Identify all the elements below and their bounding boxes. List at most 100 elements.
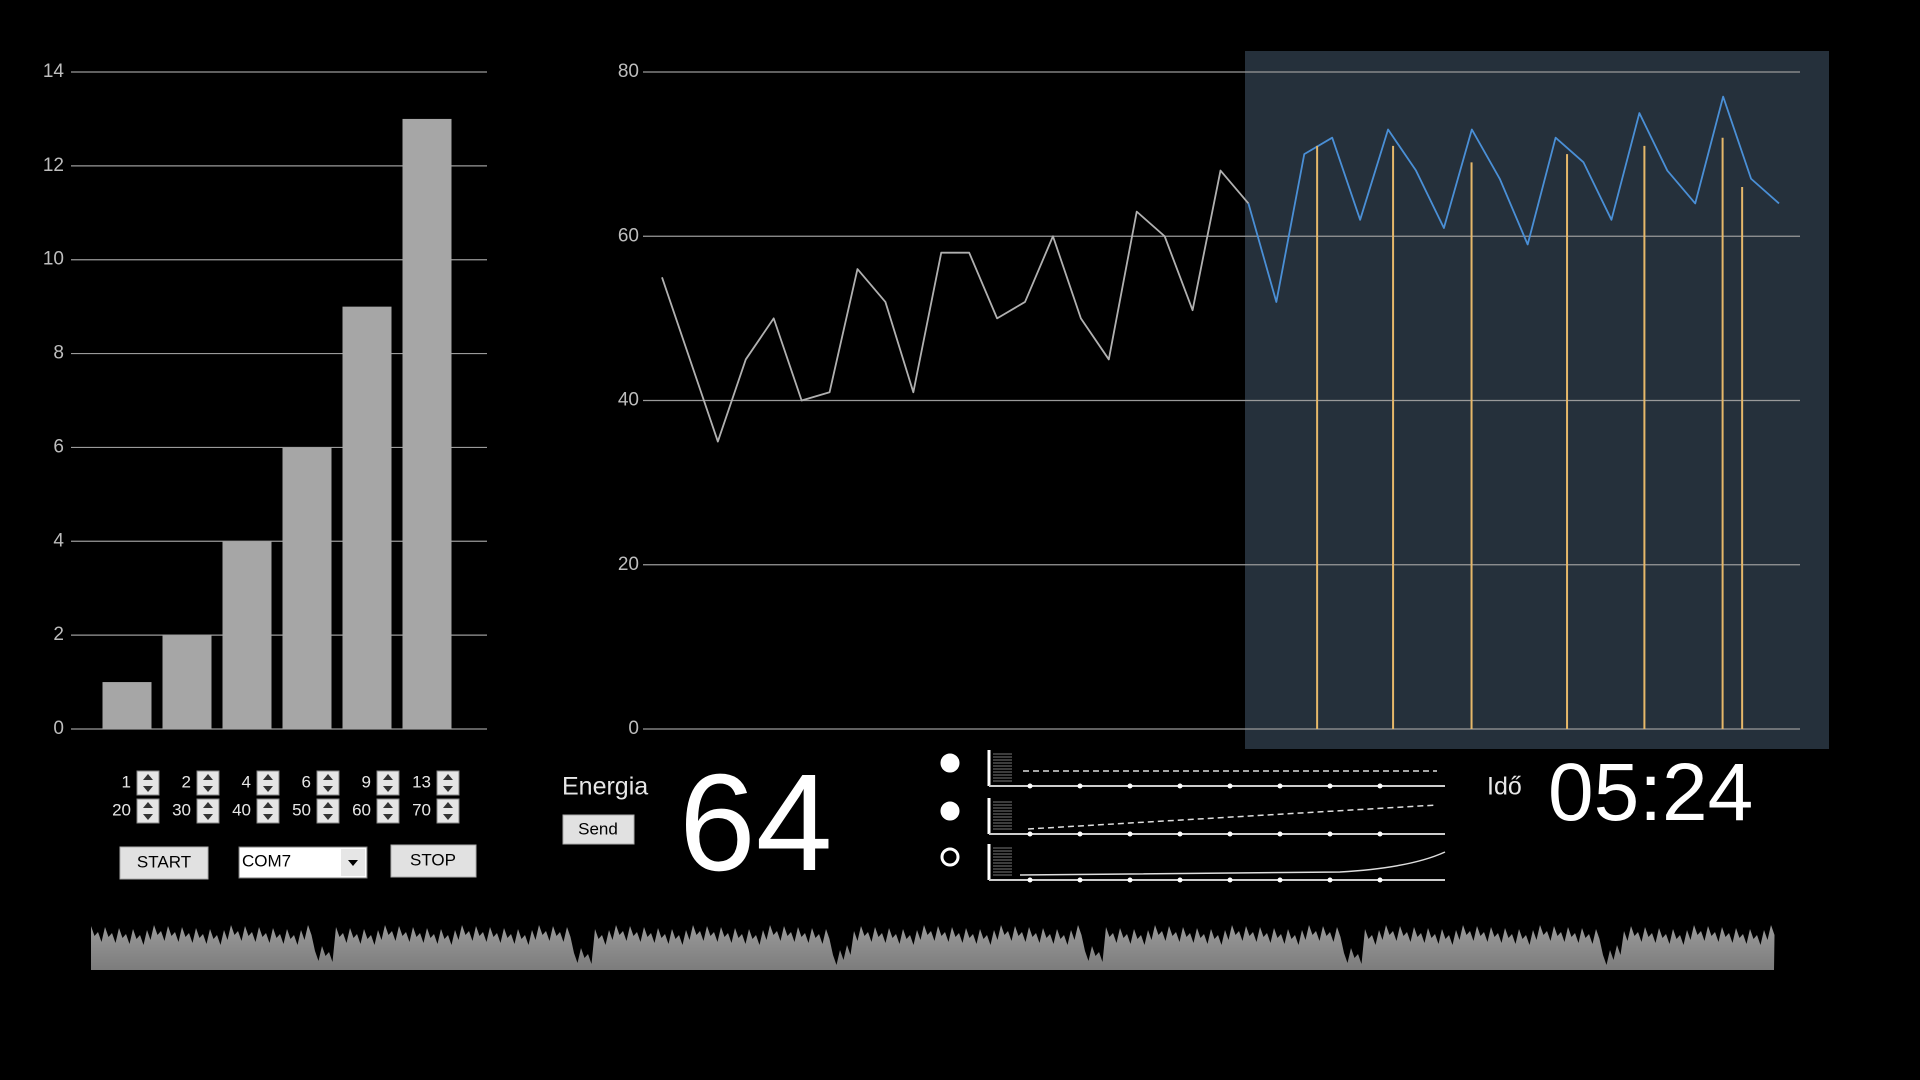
send-button-face (562, 814, 635, 845)
spinner-up (143, 802, 153, 808)
track-dot (1027, 783, 1033, 789)
spinner[interactable]: 70 (412, 798, 460, 824)
y-tick-label: 10 (43, 249, 64, 270)
spinner-up (443, 774, 453, 780)
track-dot (1327, 831, 1333, 837)
spinner-value: 70 (412, 800, 431, 819)
y-tick-label: 60 (618, 225, 639, 246)
bar (282, 447, 332, 729)
spinner-value: 6 (302, 772, 311, 791)
spinner-value: 60 (352, 800, 371, 819)
stop-button[interactable]: STOP (390, 844, 477, 878)
track-dot (1327, 877, 1333, 883)
spinner-up (443, 802, 453, 808)
radio-button[interactable] (940, 753, 960, 773)
energy-value: 64 (679, 746, 833, 900)
spinner-value: 20 (112, 800, 131, 819)
line-series (1247, 95, 1780, 303)
time-value: 05:24 (1548, 747, 1753, 838)
spinner-box (136, 798, 160, 824)
y-tick-label: 2 (53, 624, 64, 645)
track-dot (1077, 783, 1083, 789)
track-dot (1077, 831, 1083, 837)
spinner[interactable]: 1 (122, 770, 160, 796)
spinner[interactable]: 13 (412, 770, 460, 796)
spinner-down (263, 814, 273, 820)
track-dot (1177, 831, 1183, 837)
spinner-up (323, 802, 333, 808)
track-dot (1277, 783, 1283, 789)
spinner-down (203, 786, 213, 792)
spinner-box (316, 770, 340, 796)
bar (222, 541, 272, 729)
spinner-value: 1 (122, 772, 131, 791)
track-dot (1327, 783, 1333, 789)
y-tick-label: 0 (53, 718, 64, 739)
track-curve (1027, 804, 1438, 830)
spinner[interactable]: 6 (302, 770, 340, 796)
spinner[interactable]: 4 (242, 770, 280, 796)
send-button-label: Send (578, 819, 618, 838)
spinner-up (143, 774, 153, 780)
radio-button[interactable] (940, 801, 960, 821)
spinner-value: 4 (242, 772, 251, 791)
track-dot (1277, 877, 1283, 883)
spinner[interactable]: 30 (172, 798, 220, 824)
line-series (661, 169, 1250, 443)
spinner-down (143, 814, 153, 820)
spinner-down (323, 814, 333, 820)
spinner-down (383, 786, 393, 792)
track-dot (1127, 877, 1133, 883)
track-dot (1127, 783, 1133, 789)
energy-label: Energia (562, 773, 648, 801)
y-tick-label: 0 (628, 718, 639, 739)
spinner-down (383, 814, 393, 820)
spinner-down (143, 786, 153, 792)
spinner[interactable]: 9 (362, 770, 400, 796)
track-dot (1127, 831, 1133, 837)
spinner-value: 13 (412, 772, 431, 791)
port-combobox[interactable]: COM7 (238, 846, 368, 879)
spinner-box (436, 798, 460, 824)
start-button[interactable]: START (119, 846, 209, 880)
start-button-face (119, 846, 209, 880)
start-button-label: START (137, 852, 191, 871)
track-dot (1377, 783, 1383, 789)
bar (102, 682, 152, 729)
waveform (91, 925, 1775, 970)
spinner[interactable]: 60 (352, 798, 400, 824)
track-dot (1277, 831, 1283, 837)
spinner-box (256, 770, 280, 796)
spinner-down (443, 786, 453, 792)
spinner[interactable]: 40 (232, 798, 280, 824)
y-tick-label: 8 (53, 343, 64, 364)
spinner-down (263, 786, 273, 792)
spinner[interactable]: 2 (182, 770, 220, 796)
y-tick-label: 80 (618, 61, 639, 82)
spinner-up (263, 774, 273, 780)
spinner[interactable]: 20 (112, 798, 160, 824)
spinner-down (443, 814, 453, 820)
bar (402, 118, 452, 729)
spinner-down (203, 814, 213, 820)
radio-button[interactable] (940, 847, 960, 867)
spinner-box (136, 770, 160, 796)
spinner[interactable]: 50 (292, 798, 340, 824)
spinner-box (376, 770, 400, 796)
spinner-box (196, 798, 220, 824)
track-dot (1077, 877, 1083, 883)
track-dot (1177, 783, 1183, 789)
spinner-up (383, 774, 393, 780)
track-dot (1377, 831, 1383, 837)
spinner-up (323, 774, 333, 780)
spinner-box (196, 770, 220, 796)
send-button[interactable]: Send (562, 814, 635, 845)
y-tick-label: 20 (618, 554, 639, 575)
track-dot (1027, 831, 1033, 837)
track-dot (1377, 877, 1383, 883)
y-tick-label: 14 (43, 61, 65, 82)
spinner-down (323, 786, 333, 792)
bar (342, 306, 392, 729)
spinner-value: 2 (182, 772, 191, 791)
spinner-box (436, 770, 460, 796)
